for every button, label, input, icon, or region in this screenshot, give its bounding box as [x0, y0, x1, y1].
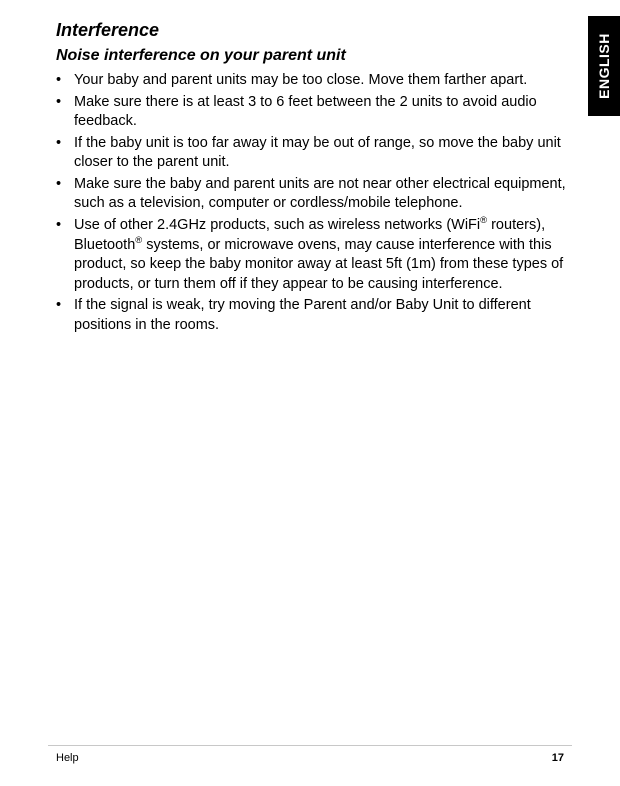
footer-divider — [48, 745, 572, 746]
content-area: Interference Noise interference on your … — [0, 0, 620, 335]
page-footer: Help 17 — [0, 745, 620, 764]
section-title: Interference — [56, 20, 568, 41]
list-item: Your baby and parent units may be too cl… — [56, 71, 568, 91]
registered-symbol: ® — [135, 234, 142, 245]
list-item: If the baby unit is too far away it may … — [56, 134, 568, 173]
bullet-list: Your baby and parent units may be too cl… — [56, 71, 568, 335]
page: ENGLISH Interference Noise interference … — [0, 0, 620, 786]
list-item: Use of other 2.4GHz products, such as wi… — [56, 216, 568, 294]
footer-section-label: Help — [56, 752, 79, 764]
language-tab: ENGLISH — [588, 16, 620, 116]
footer-row: Help 17 — [56, 752, 564, 764]
list-item: Make sure the baby and parent units are … — [56, 175, 568, 214]
list-item: Make sure there is at least 3 to 6 feet … — [56, 93, 568, 132]
page-number: 17 — [552, 752, 564, 764]
list-item: If the signal is weak, try moving the Pa… — [56, 296, 568, 335]
section-subtitle: Noise interference on your parent unit — [56, 47, 568, 65]
registered-symbol: ® — [480, 214, 487, 225]
language-tab-label: ENGLISH — [596, 33, 612, 99]
